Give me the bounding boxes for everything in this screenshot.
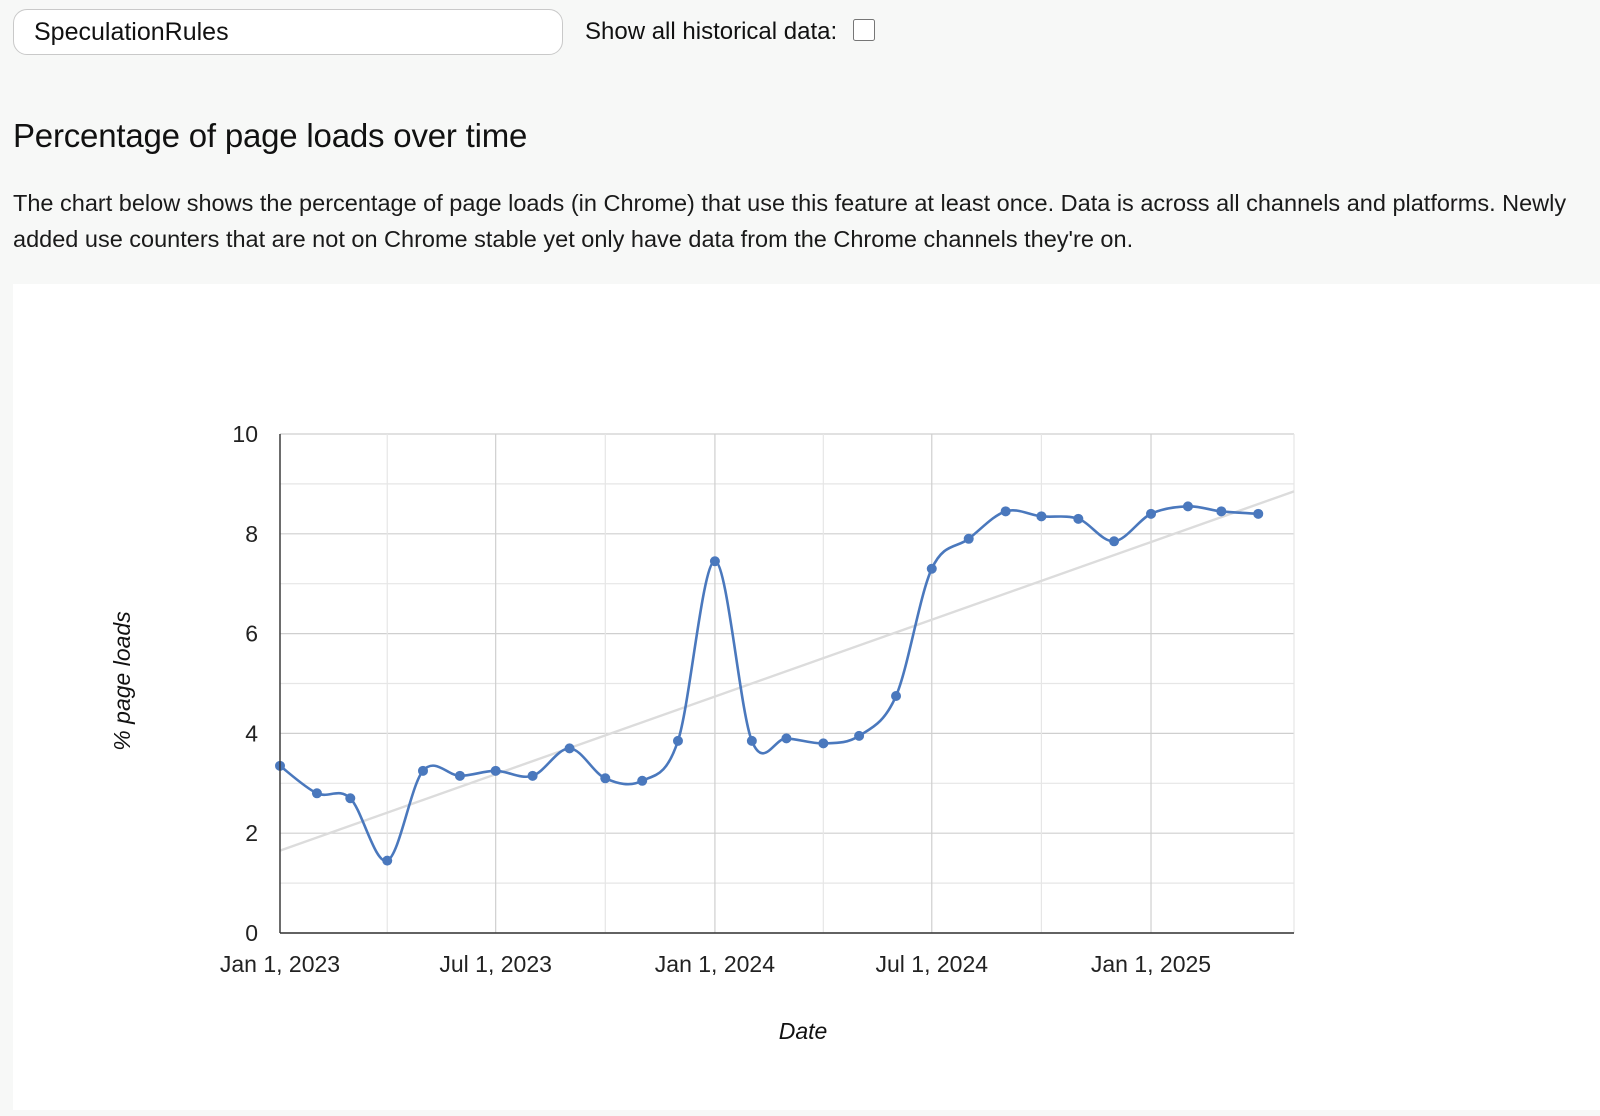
data-point <box>709 556 720 567</box>
trendline <box>279 490 1295 852</box>
y-axis-title: % page loads <box>109 611 135 751</box>
data-point <box>311 788 322 799</box>
data-point <box>818 738 829 749</box>
data-point <box>963 533 974 544</box>
section-heading: Percentage of page loads over time <box>13 117 528 154</box>
historical-data-checkbox[interactable] <box>853 19 876 41</box>
data-points <box>275 501 1264 866</box>
data-point <box>1000 506 1011 517</box>
data-point <box>382 855 393 866</box>
historical-data-toggle: Show all historical data: <box>585 14 876 50</box>
chart-axes <box>279 434 1294 934</box>
chart-description: The chart below shows the percentage of … <box>13 190 1567 252</box>
chart-panel: 0 2 4 6 8 10 Jan 1, 2023 Jul 1, 2023 Jan 1, 202… <box>13 284 1600 1110</box>
y-tick-label: 2 <box>245 820 258 846</box>
y-tick-label: 4 <box>245 720 258 746</box>
x-tick-label: Jul 1, 2024 <box>876 951 989 977</box>
data-point <box>926 563 937 574</box>
x-tick-label: Jul 1, 2023 <box>439 951 552 977</box>
data-point <box>527 770 538 781</box>
data-point <box>345 793 356 804</box>
data-point <box>417 765 428 776</box>
data-point <box>1146 508 1157 519</box>
y-tick-label: 0 <box>245 920 258 946</box>
data-point <box>854 730 865 741</box>
data-point <box>490 765 501 776</box>
feature-search-input[interactable] <box>13 9 563 55</box>
data-point <box>637 775 648 786</box>
y-tick-label: 6 <box>245 621 258 647</box>
y-tick-labels: 0 2 4 6 8 10 <box>232 421 258 946</box>
x-tick-label: Jan 1, 2023 <box>220 951 340 977</box>
data-point <box>781 733 792 744</box>
chart-gridlines <box>279 433 1295 934</box>
data-point <box>1182 501 1193 512</box>
data-point <box>1036 511 1047 522</box>
x-tick-label: Jan 1, 2024 <box>655 951 775 977</box>
data-point <box>1216 506 1227 517</box>
y-tick-label: 8 <box>245 521 258 547</box>
data-point <box>891 690 902 701</box>
y-tick-label: 10 <box>232 421 258 447</box>
data-point <box>1109 536 1120 547</box>
x-tick-label: Jan 1, 2025 <box>1091 951 1211 977</box>
x-axis-title: Date <box>779 1018 828 1044</box>
data-point <box>746 735 757 746</box>
data-point <box>1073 513 1084 524</box>
data-point <box>454 770 465 781</box>
x-tick-labels: Jan 1, 2023 Jul 1, 2023 Jan 1, 2024 Jul 1, … <box>220 951 1211 977</box>
historical-data-label: Show all historical data: <box>585 18 838 45</box>
data-point <box>672 735 683 746</box>
data-point <box>1253 508 1264 519</box>
data-point <box>600 773 611 784</box>
data-point <box>564 743 575 754</box>
